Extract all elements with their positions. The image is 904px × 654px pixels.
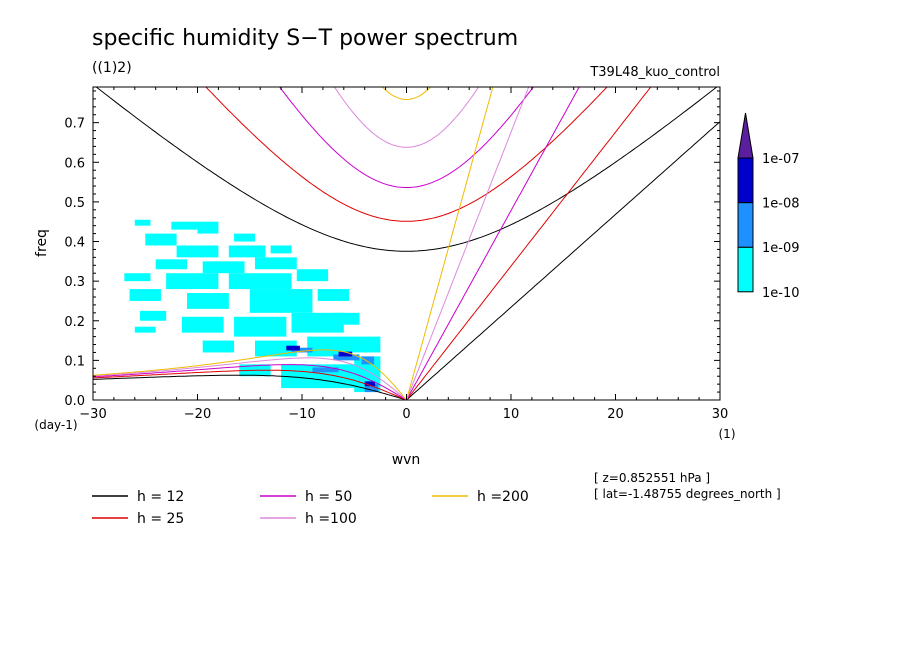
curve-ig-h25 [205,87,608,222]
colorbar: 1e-10 1e-09 1e-08 1e-07 [737,112,800,301]
spectrum-patch-3 [145,233,177,246]
spectrum-patch-32 [291,347,313,353]
colorbar-band [737,202,754,248]
colorbar-label: 1e-09 [762,241,800,256]
y-tick-label: 0.7 [64,117,85,132]
spectrum-patch-25 [254,340,297,357]
x-tick-label: −10 [288,407,315,422]
curve-ig-h12 [95,87,718,252]
spectrum-patch-27 [349,336,381,353]
spectrum-patch-20 [181,316,224,333]
legend-label: h = 12 [137,489,184,505]
curve-rossby-h25 [93,369,407,400]
curve-ig-h100 [333,87,480,148]
curve-kelvin-h12 [406,121,720,400]
x-tick-label: 30 [712,407,729,422]
spectrum-patch-8 [155,259,188,270]
spectrum-patch-0 [134,219,151,226]
colorbar-band [737,246,754,293]
curve-rossby-h100 [93,357,407,400]
spectrum-patch-31 [134,326,156,333]
curve-rossby-h200 [93,349,407,400]
spectrum-patch-10 [254,257,297,270]
chart-subtitle-left: ((1)2) [92,60,132,76]
x-axis: −30 −20 −10 0 10 20 30 [79,87,728,422]
plot-frame [92,86,721,401]
curve-ig-h50 [279,87,534,188]
spectrum-patch-13 [228,273,292,290]
spectrum-patch-22 [291,312,344,333]
spectrum-patch-14 [296,269,329,282]
y-tick-label: 0.5 [64,196,85,211]
spectrum-patch-24 [202,340,235,353]
colorbar-extend-arrow [737,112,754,159]
y-tick-label: 0.0 [64,394,85,409]
y-tick-label: 0.1 [64,354,85,369]
x-tick-label: 0 [402,407,410,422]
spectrum-patch-1 [171,221,198,230]
spectrum-patch-33 [333,354,360,361]
spectrum-patch-34 [361,356,375,365]
info-z: [ z=0.852551 hPa ] [594,471,710,485]
curve-kelvin-h50 [406,87,580,400]
spectrum-patch-17 [249,289,313,313]
spectrum-patch-38 [338,351,353,357]
spectrum-patch-19 [140,310,167,321]
x-axis-label: wvn [392,452,421,468]
x-tick-label: 20 [607,407,624,422]
spectrum-patch-36 [364,384,379,393]
spectrum-patch-39 [364,381,376,387]
x-tick-label: 10 [503,407,520,422]
curve-rossby-h50 [93,364,407,400]
y-tick-label: 0.4 [64,236,85,251]
legend-label: h = 25 [137,511,184,527]
spectrum-patch-37 [286,345,300,351]
x-tick-label: −20 [184,407,211,422]
y-axis-unit: (day-1) [34,418,77,432]
y-tick-label: 0.6 [64,156,85,171]
spectrum-patch-4 [234,233,255,242]
dispersion-curves [93,87,720,400]
curve-rossby-h12 [93,374,407,400]
x-tick-label: −30 [79,407,106,422]
colorbar-label: 1e-08 [762,197,800,212]
curve-ig-h200 [381,87,432,101]
spectrum-patch-23 [333,312,360,325]
chart-title: specific humidity S−T power spectrum [92,26,518,51]
legend-label: h =100 [305,511,357,527]
spectrum-patch-5 [176,245,219,258]
spectrum-patch-7 [270,245,292,254]
colorbar-band [737,157,754,204]
legend: h = 12 h = 25 h = 50 h =100 h =200 [92,489,529,527]
y-tick-label: 0.2 [64,315,85,330]
spectrum-patch-11 [124,273,151,282]
legend-label: h = 50 [305,489,352,505]
spectrum-patch-29 [281,364,376,389]
curve-kelvin-h25 [406,87,652,400]
y-tick-label: 0.3 [64,275,85,290]
chart-subtitle-right: T39L48_kuo_control [589,65,720,80]
spectrum-patch-6 [228,245,266,258]
y-axis-label: freq [34,229,50,257]
spectrum-patch-35 [312,367,339,373]
colorbar-label: 1e-07 [762,152,800,167]
spectrum-patch-15 [129,289,161,301]
x-axis-unit: (1) [719,427,736,441]
colorbar-label: 1e-10 [762,286,800,301]
spectrum-patch-2 [197,221,219,234]
spectrum-patch-18 [317,289,350,301]
spectrum-patch-21 [234,316,287,337]
spectrum-patch-26 [307,336,350,357]
curve-kelvin-h200 [406,87,494,400]
spectrum-patch-16 [187,293,229,309]
info-lat: [ lat=-1.48755 degrees_north ] [594,487,781,501]
y-axis: 0.0 0.1 0.2 0.3 0.4 0.5 0.6 0.7 [64,90,720,409]
spectrum-patch-9 [202,261,245,274]
spectrum-patch-12 [166,273,219,290]
curve-kelvin-h100 [406,87,530,400]
legend-label: h =200 [477,489,529,505]
